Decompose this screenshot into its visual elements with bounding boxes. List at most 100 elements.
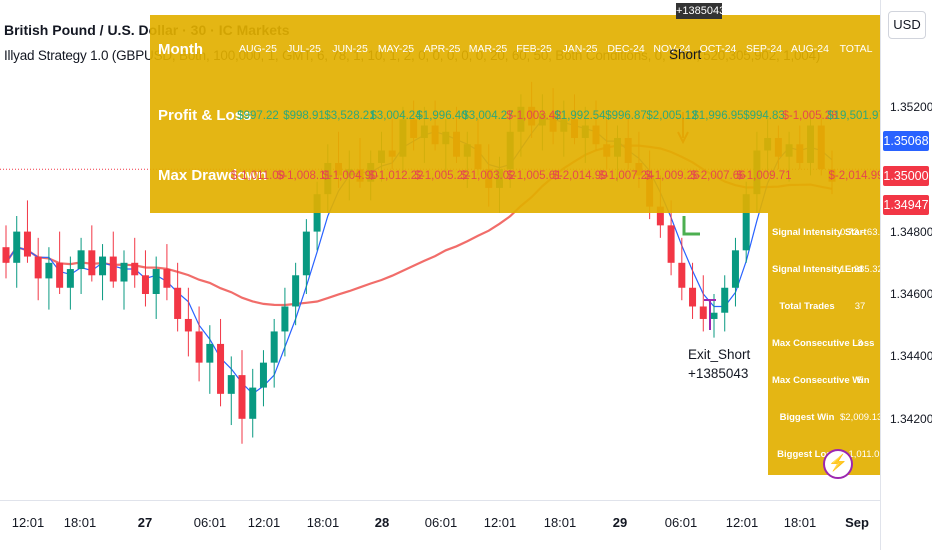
candle-body — [227, 375, 235, 394]
drawdown-cell: $-1,005.22 — [414, 170, 470, 182]
pnl-cell: $998.91 — [283, 110, 325, 122]
exit-short-id: +1385043 — [688, 366, 749, 381]
candle-body — [13, 231, 21, 263]
month-cell: JAN-25 — [562, 43, 598, 55]
time-tick: 27 — [137, 515, 153, 530]
month-cell: NOV-24 — [653, 43, 691, 55]
price-axis[interactable]: USD 1.35200 1.34800 1.34600 1.34400 1.34200 1… — [880, 0, 932, 550]
candle-body — [88, 250, 96, 276]
time-axis[interactable]: 12:01 18:01 27 06:01 12:01 18:01 28 06:01 12:01 1… — [0, 500, 880, 551]
time-tick: Sep — [845, 515, 869, 530]
candle-body — [270, 331, 278, 363]
month-cell: MAR-25 — [468, 43, 508, 55]
drawdown-cell: $-1,008.11 — [276, 170, 332, 182]
drawdown-cell: $-1,011.09 — [230, 170, 286, 182]
exit-short-marker — [704, 299, 716, 330]
price-tick: 1.34400 — [890, 349, 932, 364]
month-header: Month — [158, 41, 203, 58]
short-trade-id-badge: +1385043 — [676, 3, 726, 19]
candle-body — [699, 306, 707, 319]
candle-body — [281, 306, 289, 332]
time-tick: 06:01 — [193, 515, 227, 530]
pnl-cell: $-1,005.28 — [782, 110, 838, 122]
time-tick: 06:01 — [424, 515, 458, 530]
currency-button[interactable]: USD — [888, 11, 926, 39]
time-tick: 29 — [612, 515, 628, 530]
candle-body — [56, 262, 64, 288]
drawdown-row-label: Max Drawdown — [158, 167, 268, 184]
price-tick: 1.34800 — [890, 224, 932, 239]
lightning-icon[interactable]: ⚡ — [823, 449, 853, 479]
drawdown-cell: $-1,012.22 — [368, 170, 424, 182]
pnl-cell: $2,005.12 — [646, 110, 698, 122]
candle-body — [2, 247, 10, 263]
candle-body — [195, 331, 203, 363]
stat-value: 0.73 - 63.61 — [840, 227, 880, 238]
month-cell: AUG-25 — [239, 43, 277, 55]
candle-body — [678, 262, 686, 288]
candle-body — [238, 375, 246, 419]
price-label-tag: 1.35068 — [883, 130, 929, 151]
candle-body — [731, 250, 739, 288]
candle-body — [259, 362, 267, 388]
month-cell: TOTAL — [839, 43, 873, 55]
short-signal-label: Short — [669, 47, 702, 62]
price-label-tag: 1.35000 — [883, 166, 929, 187]
candle-body — [184, 318, 192, 332]
candle-body — [206, 343, 214, 363]
candle-body — [217, 343, 225, 394]
candle-body — [77, 250, 85, 270]
pnl-cell: $997.22 — [237, 110, 279, 122]
time-tick: 12:01 — [725, 515, 759, 530]
candle-body — [721, 287, 729, 313]
pnl-cell: $3,004.24 — [370, 110, 422, 122]
time-tick: 18:01 — [63, 515, 97, 530]
stat-label: Signal Intensity Start — [772, 227, 867, 238]
candle-body — [710, 312, 718, 319]
month-cell: OCT-24 — [699, 43, 737, 55]
drawdown-cell: $-1,009.26 — [644, 170, 700, 182]
monthly-pnl-table: Month Profit & Loss Max Drawdown AUG-25 $… — [150, 15, 880, 213]
price-label-tag: 1.34947 — [883, 194, 929, 215]
candle-body — [163, 269, 171, 288]
candle-body — [45, 262, 53, 279]
chart-area[interactable]: British Pound / U.S. Dollar · 30 · IC Ma… — [0, 0, 880, 500]
candle-body — [34, 256, 42, 279]
pnl-cell: $1,996.40 — [416, 110, 468, 122]
pnl-cell: $994.83 — [743, 110, 785, 122]
drawdown-cell: $-1,005.61 — [506, 170, 562, 182]
stat-label: Biggest Win — [779, 412, 835, 423]
pnl-cell: $19,501.97 — [827, 110, 880, 122]
stat-label: Max Consecutive Win — [772, 375, 870, 386]
time-tick: 12:01 — [247, 515, 281, 530]
drawdown-cell: $-1,009.71 — [736, 170, 792, 182]
candle-body — [141, 275, 149, 294]
candle-body — [292, 275, 300, 307]
month-cell: DEC-24 — [607, 43, 645, 55]
stat-value: 5 — [857, 375, 863, 386]
month-cell: JUL-25 — [287, 43, 321, 55]
time-tick: 12:01 — [483, 515, 517, 530]
pnl-cell: $1,996.95 — [692, 110, 744, 122]
candle-body — [656, 206, 664, 226]
stat-label: Total Trades — [779, 301, 835, 312]
time-tick: 18:01 — [783, 515, 817, 530]
drawdown-cell: $-1,004.90 — [322, 170, 378, 182]
stat-value: 3 — [857, 338, 863, 349]
drawdown-cell: $-1,007.24 — [598, 170, 654, 182]
drawdown-cell: $-2,007.66 — [690, 170, 746, 182]
drawdown-cell: $-1,003.02 — [460, 170, 516, 182]
stat-value: $-1,011.09 — [840, 449, 880, 460]
candle-body — [66, 269, 74, 288]
stat-label: Biggest Loss — [777, 449, 837, 460]
candle-body — [302, 231, 310, 276]
candle-body — [667, 225, 675, 263]
candle-body — [152, 269, 160, 294]
price-tick: 1.34600 — [890, 287, 932, 301]
candle-body — [249, 387, 257, 419]
candle-body — [689, 287, 697, 307]
candle-body — [120, 262, 128, 282]
price-tick: 1.35200 — [890, 99, 932, 114]
stat-value: $2,009.13 — [840, 412, 880, 423]
